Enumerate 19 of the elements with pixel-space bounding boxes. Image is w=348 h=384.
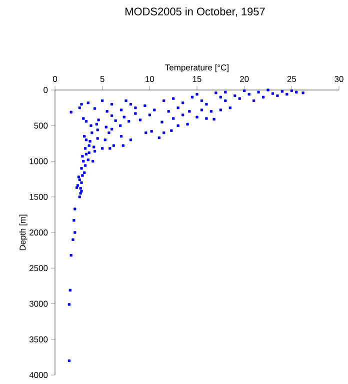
y-tick-label: 3000: [29, 300, 48, 307]
x-tick-label: 25: [287, 76, 296, 82]
y-tick-label: 1000: [30, 158, 48, 164]
x-tick-label: 20: [240, 76, 249, 82]
x-tick-label: 0: [52, 76, 58, 82]
x-tick-label: 5: [100, 76, 104, 82]
y-tick-label: 4000: [29, 372, 48, 378]
y-tick-label: 3500: [29, 336, 48, 342]
y-tick-label: 1500: [30, 194, 48, 200]
chart-title: MODS2005 in October, 1957: [126, 7, 265, 17]
y-axis-title: Depth [m]: [19, 214, 28, 250]
x-tick-label: 10: [146, 76, 154, 82]
x-tick-label: 30: [334, 76, 344, 82]
x-axis-title: Temperature [°C]: [165, 64, 228, 72]
y-tick-label: 500: [34, 122, 48, 129]
y-tick-label: 2000: [30, 230, 48, 236]
x-tick-label: 15: [192, 76, 202, 82]
y-tick-label: 0: [44, 87, 48, 93]
y-tick-label: 2500: [30, 265, 48, 272]
